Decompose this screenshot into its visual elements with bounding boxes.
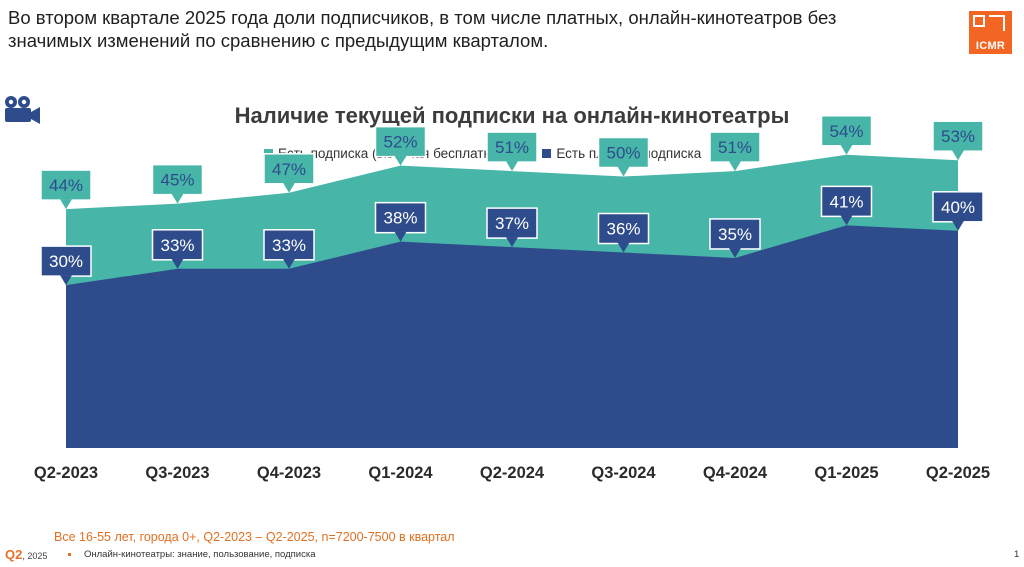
- svg-text:51%: 51%: [495, 138, 529, 157]
- svg-text:44%: 44%: [49, 176, 83, 195]
- data-label-paid-Q2-2024: 37%: [486, 207, 538, 248]
- data-label-any-Q3-2024: 50%: [597, 136, 650, 177]
- sample-note: Все 16-55 лет, города 0+, Q2-2023 – Q2-2…: [54, 530, 455, 544]
- data-label-any-Q4-2023: 47%: [263, 153, 315, 193]
- svg-text:38%: 38%: [383, 209, 417, 228]
- svg-text:30%: 30%: [49, 252, 83, 271]
- video-camera-icon: [5, 96, 40, 124]
- icmr-logo: ICMR: [969, 11, 1012, 54]
- svg-text:53%: 53%: [941, 127, 975, 146]
- data-label-any-Q2-2024: 51%: [486, 131, 538, 172]
- svg-text:45%: 45%: [160, 171, 194, 190]
- data-label-any-Q2-2023: 44%: [40, 169, 92, 210]
- data-label-any-Q4-2024: 51%: [709, 131, 761, 172]
- data-label-paid-Q4-2024: 35%: [709, 218, 761, 258]
- footer-quarter-label: Q2: [5, 547, 23, 562]
- x-tick-Q2-2024: Q2-2024: [480, 464, 545, 482]
- svg-text:54%: 54%: [829, 122, 863, 141]
- data-label-any-Q2-2025: 53%: [932, 120, 984, 161]
- footer-quarter: Q2, 2025: [5, 547, 47, 562]
- x-tick-Q4-2024: Q4-2024: [703, 464, 768, 482]
- data-label-any-Q1-2024: 52%: [374, 125, 427, 166]
- svg-text:33%: 33%: [272, 236, 306, 255]
- legend-swatch-paid: [542, 149, 552, 158]
- x-tick-Q2-2025: Q2-2025: [926, 464, 990, 482]
- svg-text:37%: 37%: [495, 214, 529, 233]
- data-label-any-Q1-2025: 54%: [820, 115, 873, 155]
- data-label-paid-Q3-2023: 33%: [151, 229, 204, 269]
- data-label-paid-Q4-2023: 33%: [263, 229, 315, 269]
- page-number: 1: [1014, 549, 1020, 560]
- svg-text:50%: 50%: [606, 144, 640, 163]
- svg-text:35%: 35%: [718, 225, 752, 244]
- x-tick-Q1-2024: Q1-2024: [368, 464, 433, 482]
- svg-text:40%: 40%: [941, 198, 975, 217]
- footer-year: , 2025: [22, 551, 48, 561]
- data-label-paid-Q1-2025: 41%: [820, 185, 873, 226]
- x-tick-Q4-2023: Q4-2023: [257, 464, 321, 482]
- chart-title: Наличие текущей подписки на онлайн-кинот…: [234, 103, 790, 128]
- data-label-any-Q3-2023: 45%: [151, 163, 204, 204]
- area-series-1: [66, 225, 958, 448]
- x-tick-Q3-2023: Q3-2023: [145, 464, 209, 482]
- data-label-paid-Q2-2023: 30%: [40, 245, 92, 286]
- footer-topic: Онлайн-кинотеатры: знание, пользование, …: [84, 549, 316, 560]
- svg-text:47%: 47%: [272, 160, 306, 179]
- svg-text:51%: 51%: [718, 138, 752, 157]
- headline: Во втором квартале 2025 года доли подпис…: [8, 7, 837, 51]
- x-tick-Q2-2023: Q2-2023: [34, 464, 98, 482]
- svg-text:41%: 41%: [829, 192, 863, 211]
- data-label-paid-Q2-2025: 40%: [932, 191, 984, 231]
- logo-text: ICMR: [975, 40, 1006, 52]
- svg-text:33%: 33%: [160, 236, 194, 255]
- x-tick-Q3-2024: Q3-2024: [591, 464, 656, 482]
- data-label-paid-Q1-2024: 38%: [374, 201, 427, 242]
- footer-bullet: [68, 553, 71, 556]
- data-label-paid-Q3-2024: 36%: [597, 212, 650, 253]
- x-tick-Q1-2025: Q1-2025: [814, 464, 878, 482]
- svg-text:52%: 52%: [383, 133, 417, 152]
- svg-text:36%: 36%: [606, 220, 640, 239]
